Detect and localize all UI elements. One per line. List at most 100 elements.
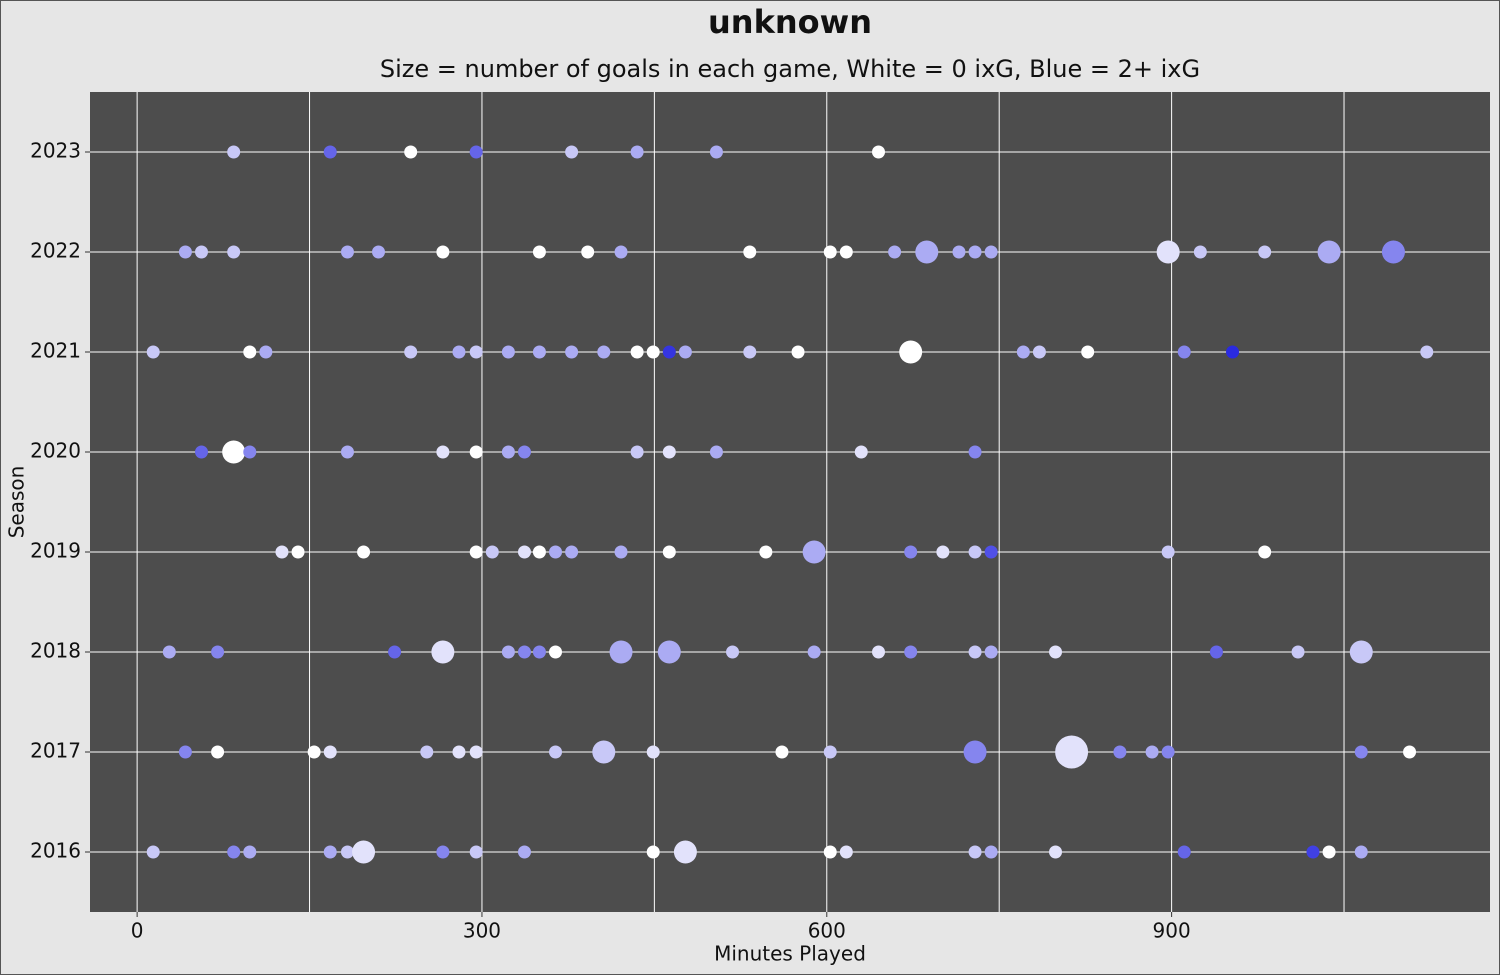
point [791,345,805,359]
point [662,345,676,359]
point [532,345,546,359]
point [1317,240,1341,264]
point [1420,345,1434,359]
point [352,840,376,864]
point [222,440,246,464]
point [1306,845,1320,859]
point [307,745,321,759]
points [146,145,1434,864]
point [709,145,723,159]
point [485,545,499,559]
point [646,745,660,759]
point [915,240,939,264]
point [1354,845,1368,859]
point [340,245,354,259]
point [1291,645,1305,659]
point [759,545,773,559]
point [178,245,192,259]
point [968,845,982,859]
point [1354,745,1368,759]
point [178,745,192,759]
point [609,640,633,664]
point [501,445,515,459]
point [854,445,868,459]
point [1381,240,1405,264]
point [291,545,305,559]
point [1145,745,1159,759]
y-tick-label: 2018 [30,639,81,663]
point [340,445,354,459]
point [984,845,998,859]
point [146,345,160,359]
point [404,345,418,359]
point [968,445,982,459]
point [823,245,837,259]
point [839,845,853,859]
point [162,645,176,659]
point [614,245,628,259]
point [565,545,579,559]
point [227,245,241,259]
point [1081,345,1095,359]
point [968,645,982,659]
y-tick-label: 2023 [30,139,81,163]
point [1177,345,1191,359]
point [452,345,466,359]
point [802,540,826,564]
point [194,445,208,459]
point [549,545,563,559]
point [469,445,483,459]
point [823,745,837,759]
point [872,645,886,659]
point [469,345,483,359]
point [984,245,998,259]
point [984,545,998,559]
point [743,345,757,359]
point [532,545,546,559]
point [678,345,692,359]
point [404,145,418,159]
point [243,845,257,859]
point [899,340,923,364]
point [532,245,546,259]
point [872,145,886,159]
point [630,145,644,159]
point [436,445,450,459]
point [968,245,982,259]
point [517,445,531,459]
y-tick-label: 2021 [30,339,81,363]
point [1055,735,1089,769]
x-tick-label: 600 [808,919,846,943]
point [904,645,918,659]
point [227,145,241,159]
x-tick-label: 0 [131,919,144,943]
point [984,645,998,659]
point [807,645,821,659]
point [968,545,982,559]
point [1016,345,1030,359]
chart-subtitle: Size = number of goals in each game, Whi… [380,55,1200,83]
point [517,545,531,559]
point [227,845,241,859]
point [469,845,483,859]
point [1258,245,1272,259]
point [662,545,676,559]
point [1209,645,1223,659]
point [1193,245,1207,259]
point [452,745,466,759]
point [1049,645,1063,659]
point [952,245,966,259]
point [1349,640,1373,664]
point [323,845,337,859]
point [194,245,208,259]
point [657,640,681,664]
point [1161,545,1175,559]
y-tick-label: 2017 [30,739,81,763]
point [1403,745,1417,759]
point [243,445,257,459]
point [517,845,531,859]
point [436,845,450,859]
point [888,245,902,259]
